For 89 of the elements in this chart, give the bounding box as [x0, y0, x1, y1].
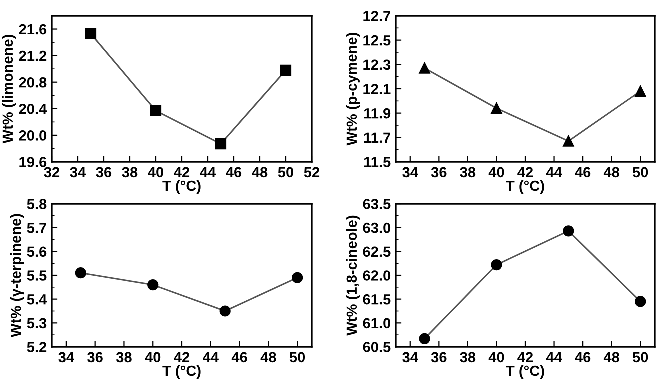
point — [635, 296, 646, 308]
y-tick-label: 20.4 — [19, 104, 48, 114]
x-tick-label: 48 — [604, 352, 620, 363]
y-tick-label: 11.9 — [364, 108, 391, 119]
y-tick-label: 12.1 — [364, 84, 391, 94]
point — [419, 62, 430, 74]
y-tick-label: 21.2 — [19, 50, 47, 62]
x-axis-title: T (°C) — [162, 180, 201, 194]
x-tick-label: 46 — [575, 352, 591, 363]
x-tick-label: 36 — [96, 167, 112, 178]
x-tick-label: 40 — [148, 167, 164, 178]
point — [150, 105, 162, 116]
y-tick-label: 12.3 — [364, 60, 391, 70]
x-tick-label: 44 — [546, 352, 562, 362]
y-tick-label: 5.5 — [27, 270, 47, 281]
x-tick-label: 38 — [460, 352, 476, 363]
point — [220, 306, 231, 317]
x-tick-label: 44 — [203, 352, 219, 362]
point — [635, 86, 646, 97]
point — [491, 259, 502, 271]
x-tick-label: 48 — [252, 167, 268, 178]
x-tick-label: 34 — [58, 352, 74, 363]
y-tick-label: 12.7 — [364, 11, 390, 22]
y-tick-label: 19.6 — [20, 157, 47, 168]
x-tick-label: 44 — [546, 167, 562, 178]
y-axis-title: Wt% (γ-terpinene) — [10, 214, 24, 338]
x-tick-label: 50 — [632, 352, 648, 363]
y-tick-label: 60.5 — [363, 342, 391, 352]
x-tick-label: 38 — [460, 167, 476, 178]
y-tick-label: 20.8 — [19, 77, 47, 88]
x-tick-label: 36 — [431, 352, 447, 363]
point — [563, 136, 574, 147]
y-tick-label: 61.5 — [363, 294, 391, 305]
y-tick-label: 62.0 — [363, 270, 391, 281]
y-tick-label: 21.6 — [19, 24, 47, 35]
x-tick-label: 50 — [632, 167, 648, 178]
point — [215, 138, 227, 150]
x-tick-label: 52 — [304, 167, 320, 178]
x-tick-label: 44 — [200, 167, 216, 178]
x-tick-label: 46 — [226, 167, 242, 178]
x-tick-label: 32 — [44, 167, 60, 178]
y-tick-label: 62.5 — [363, 246, 391, 258]
y-tick-label: 11.5 — [364, 157, 391, 168]
y-tick-label: 20.0 — [19, 130, 47, 141]
point — [419, 333, 430, 344]
y-tick-label: 63.0 — [363, 222, 391, 234]
x-tick-label: 42 — [174, 167, 190, 178]
point — [280, 64, 292, 76]
y-tick-label: 12.5 — [364, 35, 391, 46]
y-tick-label: 5.4 — [27, 294, 48, 305]
x-tick-label: 42 — [518, 167, 534, 178]
y-axis-title: Wt% (1,8-cineole) — [346, 216, 360, 336]
point — [75, 268, 86, 279]
x-tick-label: 36 — [88, 352, 103, 363]
x-tick-label: 50 — [290, 352, 306, 363]
x-tick-label: 34 — [402, 167, 418, 178]
y-tick-label: 61.0 — [363, 318, 391, 329]
x-tick-label: 42 — [518, 352, 534, 362]
y-tick-label: 5.3 — [27, 318, 47, 329]
y-tick-label: 5.2 — [27, 342, 47, 352]
x-tick-label: 36 — [431, 167, 447, 178]
y-tick-label: 63.5 — [363, 199, 391, 210]
y-tick-label: 11.7 — [364, 132, 390, 143]
point — [491, 102, 502, 114]
x-tick-label: 34 — [70, 167, 86, 178]
point — [148, 279, 159, 291]
x-axis-title: T (°C) — [506, 365, 544, 380]
x-tick-label: 50 — [278, 167, 294, 178]
y-axis-title: Wt% (limonene) — [2, 35, 16, 144]
x-tick-label: 46 — [232, 352, 248, 363]
x-tick-label: 34 — [402, 352, 418, 363]
x-tick-label: 40 — [488, 167, 504, 178]
x-tick-label: 40 — [488, 352, 504, 363]
point — [292, 272, 304, 284]
x-tick-label: 40 — [145, 352, 161, 363]
x-tick-label: 38 — [122, 167, 138, 178]
x-tick-label: 38 — [116, 352, 132, 363]
x-tick-label: 48 — [260, 352, 276, 363]
x-tick-label: 48 — [604, 167, 620, 178]
y-tick-label: 5.8 — [27, 199, 47, 210]
x-axis-title: T (°C) — [162, 365, 201, 380]
x-tick-label: 46 — [575, 167, 591, 178]
x-tick-label: 42 — [174, 352, 190, 362]
point — [563, 226, 574, 237]
y-axis-title: Wt% (p-cymene) — [346, 33, 360, 146]
point — [85, 28, 97, 40]
x-axis-title: T (°C) — [506, 180, 544, 194]
y-tick-label: 5.6 — [27, 246, 47, 258]
y-tick-label: 5.7 — [27, 223, 46, 234]
